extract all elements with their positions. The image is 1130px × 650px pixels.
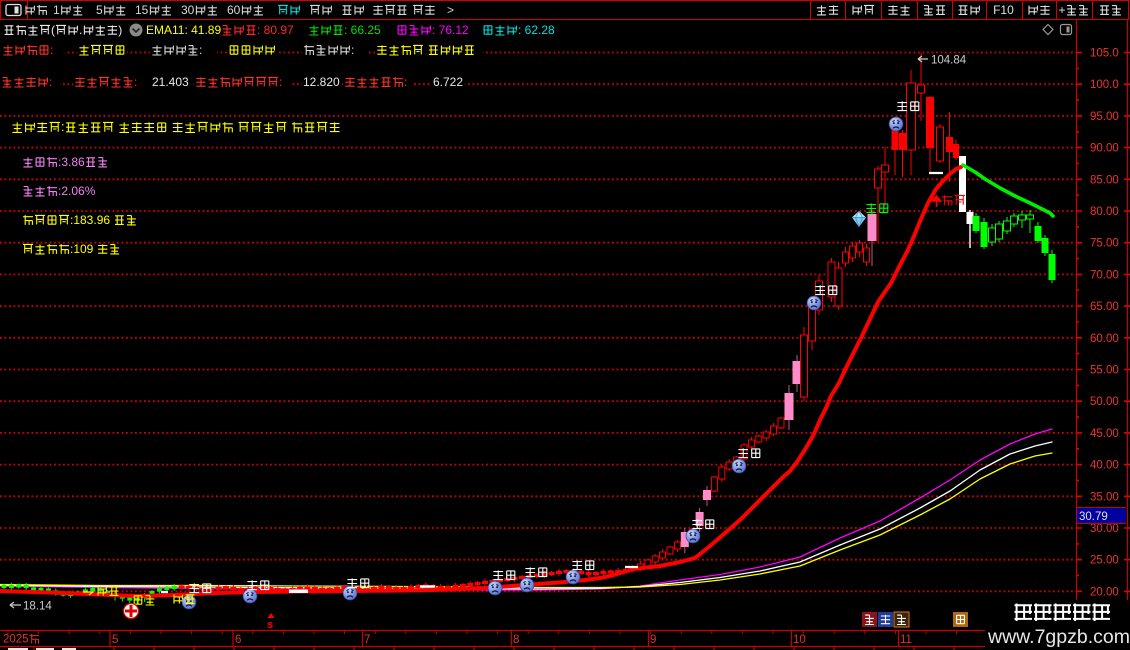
svg-text:105.0: 105.0 [1090, 48, 1119, 60]
svg-text::: : [351, 43, 354, 57]
svg-text:>: > [447, 3, 454, 17]
svg-text:10: 10 [793, 634, 806, 646]
svg-text:5: 5 [112, 634, 118, 646]
svg-text:80.00: 80.00 [1090, 206, 1119, 218]
svg-text:www.7gpzb.com: www.7gpzb.com [987, 626, 1130, 648]
svg-text:6.722: 6.722 [433, 75, 463, 89]
svg-text:95.00: 95.00 [1090, 111, 1119, 123]
svg-text:75.00: 75.00 [1090, 238, 1119, 250]
svg-text:50.00: 50.00 [1090, 396, 1119, 408]
svg-text::: : [134, 75, 137, 89]
svg-text:90.00: 90.00 [1090, 143, 1119, 155]
svg-text:): ) [118, 23, 122, 37]
svg-text::: : [404, 75, 407, 89]
svg-text:55.00: 55.00 [1090, 365, 1119, 377]
svg-text:: 62.28: : 62.28 [518, 23, 555, 37]
svg-text::183.96: :183.96 [70, 213, 113, 227]
svg-text:EMA11: 41.89: EMA11: 41.89 [146, 23, 221, 37]
svg-text:2025: 2025 [3, 633, 29, 645]
svg-text:12.820: 12.820 [303, 75, 340, 89]
svg-text:35.00: 35.00 [1090, 491, 1119, 503]
svg-text:30: 30 [181, 3, 195, 17]
svg-text:85.00: 85.00 [1090, 174, 1119, 186]
svg-text:30.00: 30.00 [1090, 523, 1119, 535]
svg-text::3.86: :3.86 [58, 155, 85, 169]
svg-text:45.00: 45.00 [1090, 428, 1119, 440]
svg-text:: 66.25: : 66.25 [344, 23, 381, 37]
svg-text:15: 15 [135, 3, 149, 17]
svg-text:60.00: 60.00 [1090, 333, 1119, 345]
svg-text::: : [279, 75, 282, 89]
svg-text:7: 7 [364, 634, 370, 646]
svg-text::: : [49, 75, 52, 89]
svg-text:9: 9 [650, 634, 656, 646]
svg-text:s: s [267, 619, 273, 631]
svg-text:: 76.12: : 76.12 [432, 23, 469, 37]
svg-text:6: 6 [235, 634, 241, 646]
svg-text:+: + [1059, 3, 1066, 17]
svg-text:: 80.97: : 80.97 [257, 23, 294, 37]
svg-text::: : [199, 43, 202, 57]
svg-text:8: 8 [513, 634, 519, 646]
svg-text:.: . [79, 23, 82, 37]
svg-text:(: ( [51, 23, 55, 37]
svg-text:11: 11 [900, 634, 912, 646]
svg-text:20.00: 20.00 [1090, 586, 1119, 598]
svg-text:40.00: 40.00 [1090, 460, 1119, 472]
svg-text:70.00: 70.00 [1090, 269, 1119, 281]
svg-text:100.0: 100.0 [1090, 79, 1119, 91]
svg-text:65.00: 65.00 [1090, 301, 1119, 313]
svg-text:30.79: 30.79 [1079, 511, 1108, 523]
svg-text:25.00: 25.00 [1090, 555, 1119, 567]
svg-text::2.06%: :2.06% [58, 184, 96, 198]
svg-text::: : [61, 120, 64, 134]
svg-text:5: 5 [96, 3, 103, 17]
svg-text::: : [50, 43, 53, 57]
svg-text:21.403: 21.403 [152, 75, 189, 89]
svg-text:1: 1 [53, 3, 60, 17]
svg-text:60: 60 [227, 3, 241, 17]
svg-text:18.14: 18.14 [23, 600, 52, 612]
svg-text:F10: F10 [993, 3, 1014, 17]
svg-text:104.84: 104.84 [931, 54, 967, 66]
svg-text::109: :109 [70, 242, 97, 256]
